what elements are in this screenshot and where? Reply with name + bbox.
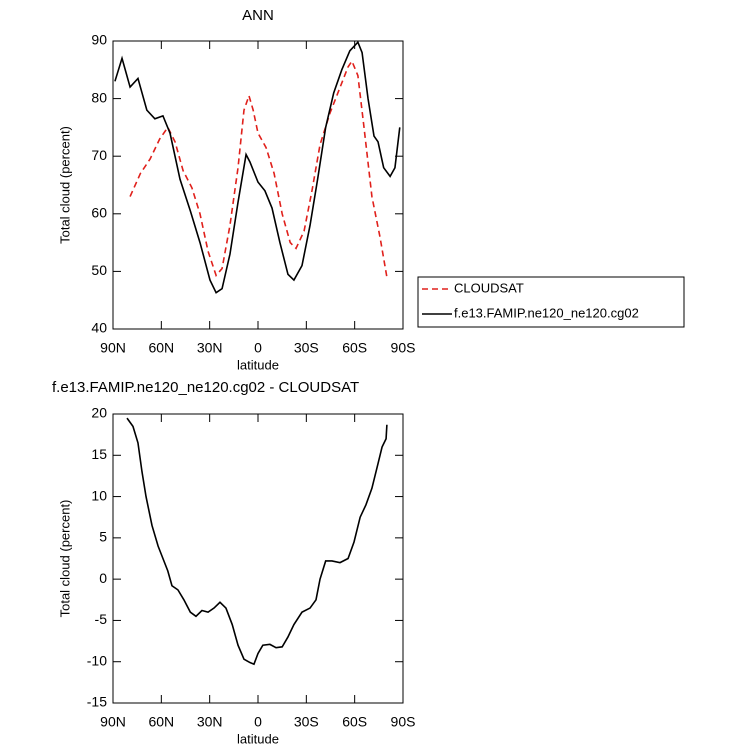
y-tick-label: 5: [99, 529, 107, 545]
y-tick-label: 70: [91, 147, 107, 163]
y-tick-label: 20: [91, 405, 107, 421]
legend-label: CLOUDSAT: [454, 280, 524, 295]
x-tick-label: 0: [254, 714, 262, 730]
y-tick-label: -15: [87, 694, 107, 710]
x-tick-label: 30S: [294, 340, 319, 356]
y-tick-label: 0: [99, 570, 107, 586]
legend-label: f.e13.FAMIP.ne120_ne120.cg02: [454, 305, 639, 320]
data-line: [126, 417, 388, 666]
plot-frame: [112, 413, 404, 704]
data-line: [114, 40, 401, 294]
y-tick-label: 60: [91, 205, 107, 221]
y-tick-label: -10: [87, 652, 107, 668]
chart-title: f.e13.FAMIP.ne120_ne120.cg02 - CLOUDSAT: [52, 379, 359, 396]
x-tick-label: 60S: [342, 340, 367, 356]
x-tick-label: 90N: [100, 714, 126, 730]
x-tick-label: 30N: [197, 714, 223, 730]
y-tick-label: 10: [91, 487, 107, 503]
data-line: [129, 59, 388, 278]
x-tick-label: 60N: [148, 714, 174, 730]
legend-box: [417, 276, 685, 328]
x-tick-label: 30S: [294, 714, 319, 730]
y-tick-label: 40: [91, 320, 107, 336]
x-tick-label: 90S: [391, 340, 416, 356]
x-tick-label: 90S: [391, 714, 416, 730]
x-tick-label: 60S: [342, 714, 367, 730]
y-tick-label: 90: [91, 32, 107, 48]
y-tick-label: -5: [95, 611, 108, 627]
x-tick-label: 0: [254, 340, 262, 356]
x-tick-label: 30N: [197, 340, 223, 356]
x-tick-label: 60N: [148, 340, 174, 356]
chart-title: ANN: [242, 7, 274, 24]
y-tick-label: 80: [91, 89, 107, 105]
y-axis-label: Total cloud (percent): [57, 126, 72, 244]
y-axis-label: Total cloud (percent): [57, 500, 72, 618]
y-tick-label: 50: [91, 262, 107, 278]
x-axis-label: latitude: [237, 357, 279, 372]
x-tick-label: 90N: [100, 340, 126, 356]
y-tick-label: 15: [91, 446, 107, 462]
x-axis-label: latitude: [237, 731, 279, 746]
